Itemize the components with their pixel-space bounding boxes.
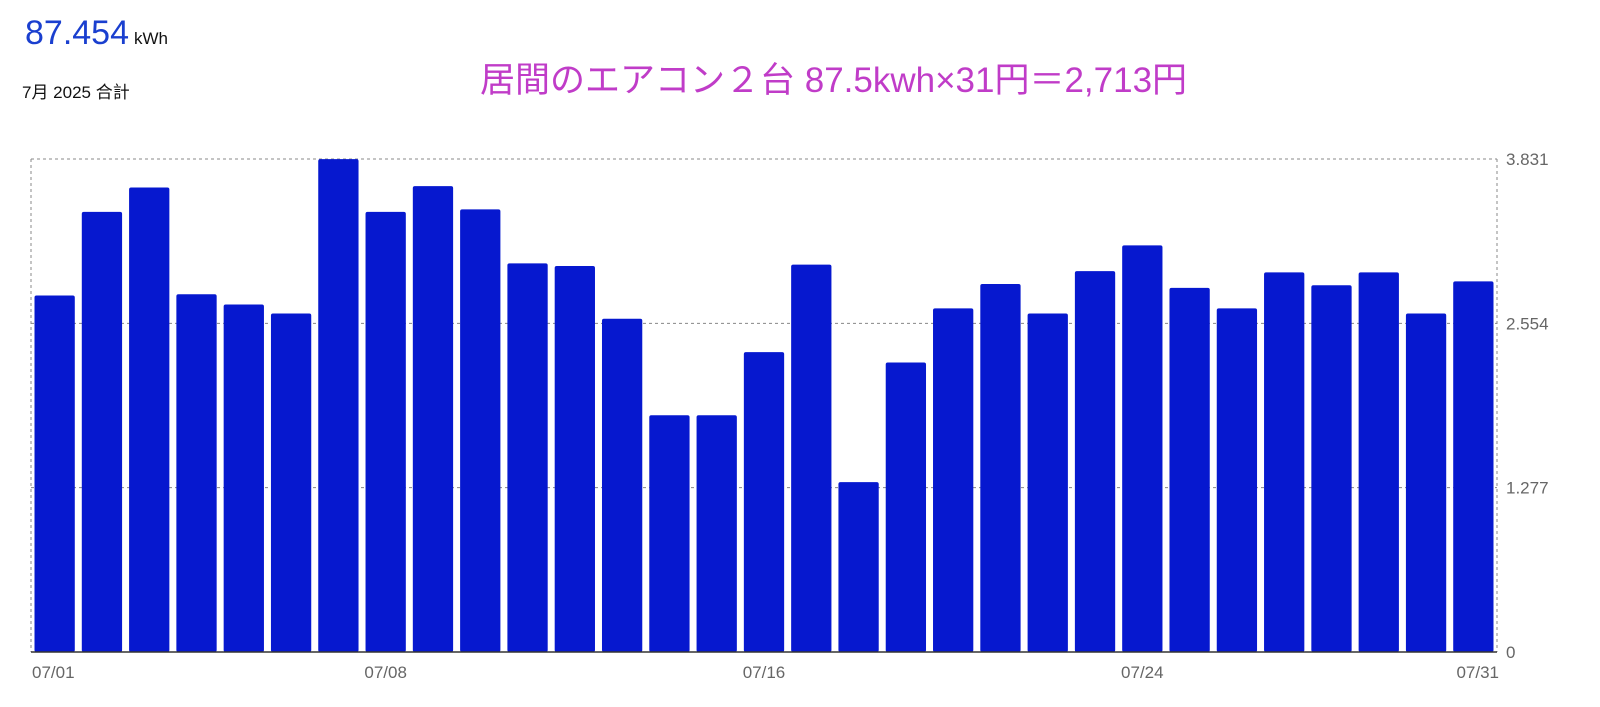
bar — [1453, 281, 1494, 652]
x-tick-label: 07/24 — [1121, 663, 1164, 682]
bar — [507, 263, 548, 652]
bar — [223, 304, 264, 652]
bar — [649, 415, 690, 652]
bar — [743, 352, 785, 652]
y-tick-label: 0 — [1506, 643, 1515, 662]
y-tick-label: 1.277 — [1506, 479, 1549, 498]
bar — [1264, 272, 1305, 652]
bar — [791, 264, 832, 652]
period-label: 7月 2025 合計 — [22, 83, 130, 102]
x-tick-label: 07/08 — [364, 663, 407, 682]
bar — [176, 294, 217, 652]
cost-annotation: 居間のエアコン２台 87.5kwh×31円＝2,713円 — [480, 61, 1188, 100]
bar — [1074, 271, 1116, 652]
bar — [554, 265, 595, 652]
bar — [1405, 313, 1447, 652]
bar — [412, 186, 454, 653]
bar — [1311, 285, 1352, 652]
x-tick-label: 07/31 — [1456, 663, 1499, 682]
bar — [1027, 313, 1068, 652]
bar — [1358, 272, 1399, 652]
y-tick-label: 2.554 — [1506, 314, 1549, 333]
bar — [1169, 287, 1210, 652]
bar — [365, 211, 406, 652]
bar — [933, 308, 974, 652]
bar — [1122, 245, 1163, 652]
bar — [980, 283, 1021, 652]
bar — [318, 159, 359, 652]
bar — [601, 318, 643, 652]
bar — [270, 313, 312, 652]
bar — [838, 482, 879, 652]
bar — [81, 211, 123, 652]
bar — [460, 209, 501, 652]
bar — [129, 187, 170, 653]
total-unit: kWh — [134, 29, 168, 48]
bar — [1216, 308, 1258, 652]
total-value: 87.454 — [25, 14, 129, 52]
total-readout: 87.454 kWh — [25, 14, 168, 53]
x-tick-label: 07/16 — [743, 663, 786, 682]
bar — [885, 362, 927, 652]
bar — [34, 295, 75, 652]
y-tick-label: 3.831 — [1506, 150, 1549, 169]
x-tick-label: 07/01 — [32, 663, 75, 682]
bar — [696, 415, 737, 652]
